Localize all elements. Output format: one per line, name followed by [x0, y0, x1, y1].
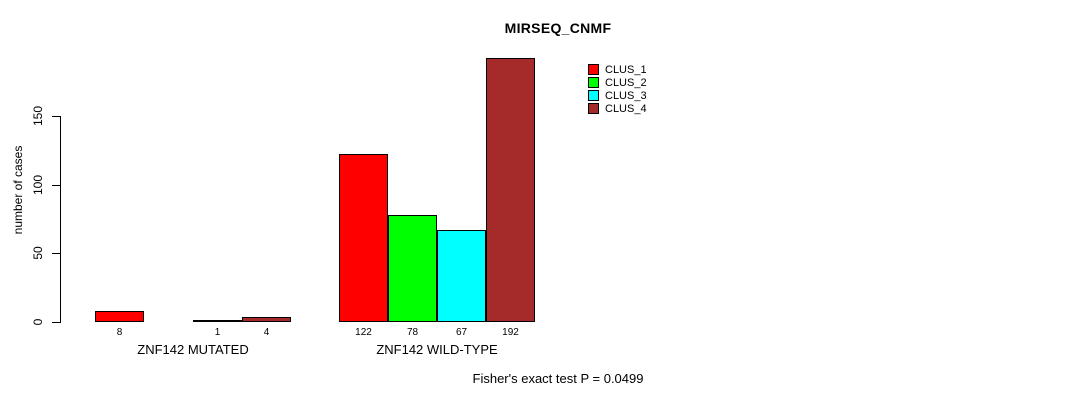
footnote: Fisher's exact test P = 0.0499 [472, 371, 644, 386]
legend-row-clus_3: CLUS_3 [588, 89, 647, 102]
group-label-2: ZNF142 WILD-TYPE [376, 342, 498, 357]
bar-value-label: 67 [455, 327, 468, 338]
y-axis-title: number of cases [11, 145, 25, 235]
bar-value-label: 8 [116, 327, 123, 338]
y-tick-mark [52, 185, 60, 186]
legend-swatch-clus_2 [588, 77, 599, 88]
bar-clus_4-group1 [242, 317, 291, 322]
legend-swatch-clus_4 [588, 103, 599, 114]
bar-clus_3-group2 [437, 230, 486, 322]
chart-title: MIRSEQ_CNMF [504, 20, 612, 36]
y-tick-label: 100 [31, 174, 45, 196]
legend-label-clus_4: CLUS_4 [605, 102, 647, 115]
legend-swatch-clus_3 [588, 90, 599, 101]
legend: CLUS_1 CLUS_2 CLUS_3 CLUS_4 [588, 63, 647, 115]
legend-row-clus_4: CLUS_4 [588, 102, 647, 115]
bar-clus_4-group2 [486, 58, 535, 322]
y-tick-label: 50 [31, 246, 45, 260]
y-tick-mark [52, 253, 60, 254]
y-axis-line [60, 116, 61, 323]
group-label-1: ZNF142 MUTATED [137, 342, 249, 357]
bar-value-label: 78 [406, 327, 419, 338]
legend-row-clus_1: CLUS_1 [588, 63, 647, 76]
bar-clus_1-group1 [95, 311, 144, 322]
bar-clus_3-group1 [193, 320, 242, 322]
bar-value-label: 122 [355, 327, 372, 338]
legend-label-clus_2: CLUS_2 [605, 76, 647, 89]
y-tick-label: 0 [31, 318, 45, 326]
bar-value-label: 4 [263, 327, 270, 338]
y-tick-mark [52, 116, 60, 117]
bar-clus_2-group2 [388, 215, 437, 322]
legend-label-clus_3: CLUS_3 [605, 89, 647, 102]
legend-label-clus_1: CLUS_1 [605, 63, 647, 76]
y-tick-label: 150 [31, 105, 45, 127]
bar-clus_1-group2 [339, 154, 388, 322]
legend-row-clus_2: CLUS_2 [588, 76, 647, 89]
legend-swatch-clus_1 [588, 64, 599, 75]
bar-value-label: 1 [214, 327, 221, 338]
y-tick-mark [52, 322, 60, 323]
bar-value-label: 192 [502, 327, 519, 338]
